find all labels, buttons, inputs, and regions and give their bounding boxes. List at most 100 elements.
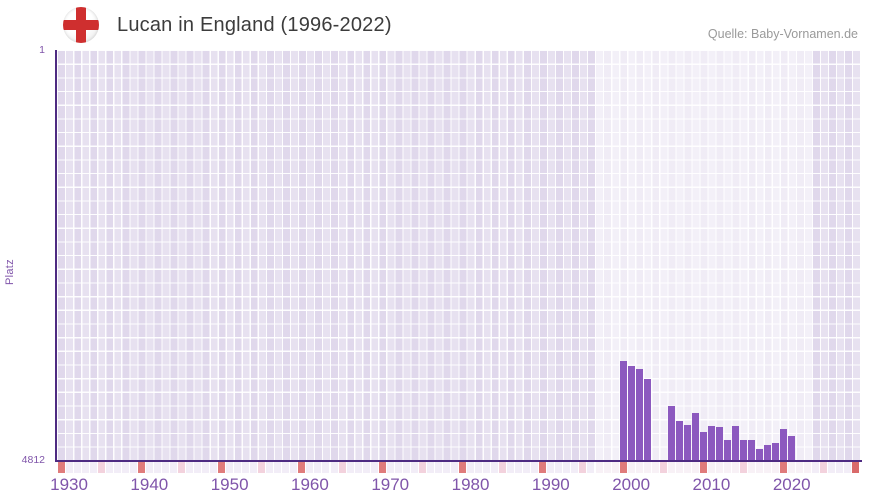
year-strip-cell <box>699 462 707 473</box>
rank-bar <box>788 436 796 460</box>
flag-cross-horizontal <box>63 20 99 30</box>
year-strip-cell <box>258 462 266 473</box>
year-strip-cell <box>780 462 788 473</box>
year-strip-cell <box>354 462 362 473</box>
x-tick-label: 1990 <box>531 475 570 494</box>
year-strip-cell <box>836 462 844 473</box>
year-strip-cell <box>507 462 515 473</box>
year-strip-cell <box>627 462 635 473</box>
year-strip-cell <box>459 462 466 473</box>
rank-bar <box>715 426 723 460</box>
year-strip-cell <box>555 462 563 473</box>
x-tick-label: 1970 <box>371 475 410 494</box>
year-strip-cell <box>290 462 298 473</box>
year-strip-cell <box>707 462 715 473</box>
year-strip-cell <box>121 462 129 473</box>
year-strip-cell <box>788 462 796 473</box>
year-strip-cell <box>539 462 547 473</box>
x-tick-label: 1980 <box>451 475 490 494</box>
year-strip-cell <box>691 462 699 473</box>
year-strip-cell <box>467 462 475 473</box>
year-strip-cell <box>844 462 852 473</box>
year-strip-cell <box>499 462 507 473</box>
year-strip-cell <box>483 462 491 473</box>
x-tick-label: 1940 <box>130 475 169 494</box>
rank-bar <box>635 368 643 460</box>
year-strip-cell <box>442 462 450 473</box>
year-strip-cell <box>346 462 354 473</box>
year-strip-cell <box>218 462 226 473</box>
year-strip-cell <box>748 462 756 473</box>
england-flag-icon <box>63 7 99 43</box>
year-strip-cell <box>659 462 667 473</box>
year-strip-cell <box>338 462 346 473</box>
x-tick-label: 2020 <box>772 475 811 494</box>
year-strip-cell <box>491 462 499 473</box>
year-strip-cell <box>161 462 169 473</box>
year-strip-cell <box>314 462 322 473</box>
year-strip-cell <box>450 462 458 473</box>
x-axis-line <box>55 459 862 462</box>
rank-bar <box>691 412 699 460</box>
year-strip-cell <box>177 462 185 473</box>
x-tick-label: 1960 <box>291 475 329 494</box>
year-strip-cell <box>667 462 675 473</box>
year-strip-cell <box>169 462 177 473</box>
year-strip-cell <box>153 462 161 473</box>
year-strip-cell <box>603 462 611 473</box>
year-strip-cell <box>185 462 193 473</box>
year-strip-cell <box>635 462 643 473</box>
year-strip-cell <box>740 462 748 473</box>
year-strip-cell <box>330 462 338 473</box>
year-strip-cell <box>820 462 828 473</box>
year-strip-cell <box>226 462 234 473</box>
rank-bar <box>699 432 707 460</box>
year-strip-cell <box>611 462 619 473</box>
rank-bar <box>643 378 651 460</box>
year-strip-cell <box>595 462 603 473</box>
year-strip-cell <box>298 462 306 473</box>
year-strip-cell <box>563 462 571 473</box>
year-strip-cell <box>579 462 587 473</box>
year-strip-cell <box>426 462 434 473</box>
year-strip-cell <box>306 462 314 473</box>
x-axis-tick-labels: 1930 1940 1950 1960 1970 1980 1990 2000 2010 2020 <box>0 475 873 499</box>
rank-bar <box>756 448 764 460</box>
year-strip-cell <box>683 462 691 473</box>
year-strip-cell <box>515 462 523 473</box>
year-strip-cell <box>210 462 218 473</box>
year-strip-cell <box>194 462 201 473</box>
year-strip-cell <box>796 462 804 473</box>
year-strip-cell <box>523 462 531 473</box>
year-strip-cell <box>266 462 274 473</box>
year-strip-cell <box>531 462 539 473</box>
year-strip-cell <box>547 462 555 473</box>
year-strip-cell <box>852 462 860 473</box>
rank-bar <box>675 421 683 460</box>
year-strip-cell <box>772 462 780 473</box>
year-strip-cell <box>202 462 210 473</box>
year-strip-cell <box>394 462 402 473</box>
year-strip-cell <box>73 462 81 473</box>
year-strip-cell <box>804 462 812 473</box>
page-header: Lucan in England (1996-2022) <box>63 6 392 44</box>
rank-bar <box>707 425 715 460</box>
year-strip-cell <box>57 462 65 473</box>
year-strip-cell <box>756 462 764 473</box>
year-strip-cell <box>137 462 145 473</box>
year-strip-cell <box>675 462 683 473</box>
year-strip-cell <box>402 462 410 473</box>
rank-bar <box>772 443 780 460</box>
rank-bar <box>732 425 740 460</box>
source-attribution: Quelle: Baby-Vornamen.de <box>707 27 858 41</box>
year-strip-cell <box>378 462 386 473</box>
rank-bar <box>627 366 635 460</box>
year-strip-cell <box>732 462 740 473</box>
year-strip-cell <box>322 462 330 473</box>
rank-bar <box>683 425 691 460</box>
year-strip-cell <box>65 462 73 473</box>
x-tick-label: 2000 <box>612 475 651 494</box>
year-strip-cell <box>812 462 820 473</box>
y-axis-title: Platz <box>4 259 16 285</box>
